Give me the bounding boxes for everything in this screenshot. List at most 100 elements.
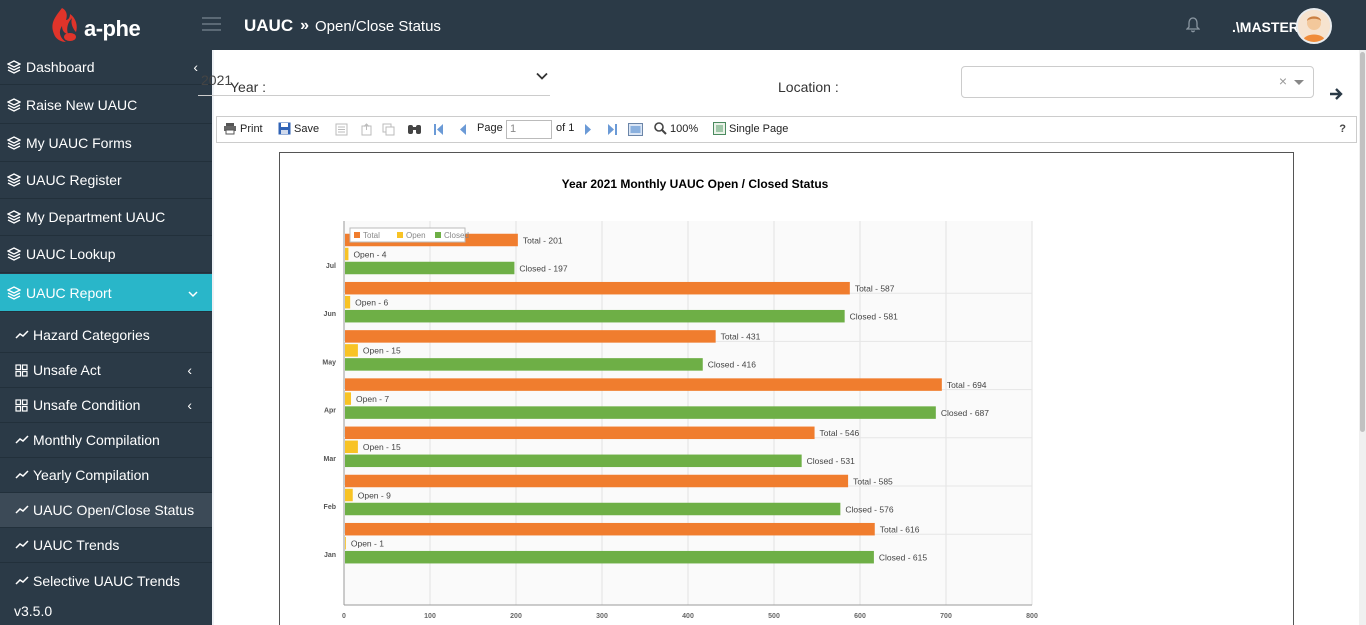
avatar[interactable] [1296, 8, 1332, 44]
print-button[interactable]: Print [223, 122, 263, 135]
sidebar-item-selective-uauc-trends[interactable]: Selective UAUC Trends [0, 563, 212, 599]
sidebar-item-yearly-compilation[interactable]: Yearly Compilation [0, 458, 212, 493]
bar-closed [345, 550, 874, 564]
help-button[interactable]: ? [1339, 123, 1346, 135]
chevron-left-icon: ‹ [193, 59, 198, 75]
data-label: Closed - 576 [845, 504, 893, 514]
single-page-label: Single Page [729, 122, 789, 135]
sidebar-item-dashboard[interactable]: Dashboard ‹ [0, 50, 212, 85]
x-tick-label: 800 [1026, 613, 1038, 620]
bar-chart: 0 100 200 300 400 500 600 700 800 Jul Total - 201 O… [322, 221, 1038, 620]
user-name[interactable]: .\MASTER [1232, 19, 1299, 35]
grid-icon [14, 363, 29, 378]
next-page-icon[interactable] [584, 124, 592, 135]
trend-line-icon [14, 433, 29, 448]
printer-icon [224, 123, 236, 135]
trend-line-icon [14, 503, 29, 518]
sidebar-item-my-department-uauc[interactable]: My Department UAUC [0, 199, 212, 236]
sidebar-item-monthly-compilation[interactable]: Monthly Compilation [0, 423, 212, 458]
binoculars-icon[interactable] [407, 122, 422, 136]
single-page-button[interactable]: Single Page [713, 122, 788, 135]
sidebar-item-uauc-lookup[interactable]: UAUC Lookup [0, 236, 212, 273]
hamburger-menu-icon[interactable] [202, 16, 222, 32]
x-tick-label: 500 [768, 613, 780, 620]
export-icon[interactable] [360, 123, 373, 136]
report-page: Year 2021 Monthly UAUC Open / Closed Sta… [279, 152, 1294, 625]
zoom-button[interactable]: 100% [654, 122, 698, 135]
zoom-level: 100% [670, 122, 699, 135]
data-label: Open - 15 [363, 346, 401, 356]
data-label: Open - 15 [363, 442, 401, 452]
sidebar-item-raise-new-uauc[interactable]: Raise New UAUC [0, 87, 212, 124]
y-tick-label: Jan [324, 552, 336, 559]
data-label: Open - 7 [356, 394, 389, 404]
legend-swatch [435, 232, 441, 238]
bar-total [345, 281, 850, 295]
sidebar-item-uauc-open-close-status[interactable]: UAUC Open/Close Status [0, 493, 212, 528]
y-tick-label: Apr [324, 408, 336, 415]
bar-open [345, 392, 352, 405]
clear-icon[interactable]: × [1278, 73, 1287, 89]
bar-open [345, 247, 349, 261]
sidebar-item-label: UAUC Report [26, 284, 112, 301]
data-label: Closed - 615 [879, 552, 927, 562]
data-label: Total - 431 [721, 332, 761, 342]
caret-down-icon [1294, 80, 1304, 85]
layers-icon [6, 59, 22, 75]
flame-logo-icon [52, 8, 77, 42]
magnifier-icon [654, 122, 667, 135]
y-tick-label: Jul [326, 263, 336, 270]
scrollbar-thumb[interactable] [1360, 52, 1365, 432]
copy-icon[interactable] [382, 123, 395, 136]
bar-total [345, 330, 716, 343]
data-label: Total - 587 [855, 283, 895, 293]
location-select[interactable]: × [961, 66, 1314, 98]
sidebar-item-hazard-categories[interactable]: Hazard Categories [0, 318, 212, 353]
sidebar-item-my-uauc-forms[interactable]: My UAUC Forms [0, 125, 212, 162]
full-screen-icon[interactable] [628, 123, 643, 136]
data-label: Total - 694 [947, 380, 987, 390]
location-label: Location : [778, 79, 839, 95]
bar-total [345, 474, 849, 488]
page-scrollbar[interactable] [1359, 50, 1366, 625]
breadcrumb-root[interactable]: UAUC [244, 16, 294, 35]
sidebar-item-uauc-register[interactable]: UAUC Register [0, 162, 212, 199]
data-label: Open - 6 [355, 297, 388, 307]
sidebar-item-uauc-report[interactable]: UAUC Report [0, 274, 212, 312]
last-page-icon[interactable] [607, 124, 617, 135]
arrow-right-icon[interactable] [1328, 86, 1344, 102]
sidebar-item-unsafe-condition[interactable]: Unsafe Condition ‹ [0, 388, 212, 423]
document-map-icon[interactable] [335, 123, 348, 136]
bar-open [345, 488, 353, 502]
bar-closed [345, 406, 936, 419]
x-tick-label: 200 [510, 613, 522, 620]
logo[interactable]: a-phe [0, 0, 212, 50]
year-select[interactable]: 2021 [198, 68, 550, 96]
chart-title: Year 2021 Monthly UAUC Open / Closed Sta… [561, 177, 829, 191]
previous-page-icon[interactable] [459, 124, 467, 135]
sidebar-item-label: My UAUC Forms [26, 135, 132, 151]
layers-icon [6, 285, 22, 301]
save-label: Save [294, 122, 320, 135]
data-label: Total - 616 [880, 524, 920, 534]
bell-icon[interactable] [1186, 17, 1200, 33]
page-number-input[interactable]: 1 [506, 120, 552, 139]
page-view-icon [713, 122, 726, 135]
y-tick-label: Mar [324, 456, 337, 463]
data-label: Open - 1 [351, 538, 384, 548]
chevron-down-icon [536, 72, 548, 80]
sidebar-item-unsafe-act[interactable]: Unsafe Act ‹ [0, 353, 212, 388]
layers-icon [6, 209, 22, 225]
page-title: Open/Close Status [315, 17, 441, 35]
breadcrumb-separator: » [300, 17, 310, 34]
grid-icon [14, 398, 29, 413]
save-button[interactable]: Save [278, 122, 319, 135]
trend-line-icon [14, 574, 29, 589]
first-page-icon[interactable] [434, 124, 444, 135]
legend [349, 227, 466, 243]
sidebar-item-label: Raise New UAUC [26, 97, 138, 113]
app-version: v3.5.0 [14, 603, 53, 619]
x-tick-label: 600 [854, 613, 866, 620]
bar-closed [345, 502, 841, 516]
sidebar-item-uauc-trends[interactable]: UAUC Trends [0, 528, 212, 563]
